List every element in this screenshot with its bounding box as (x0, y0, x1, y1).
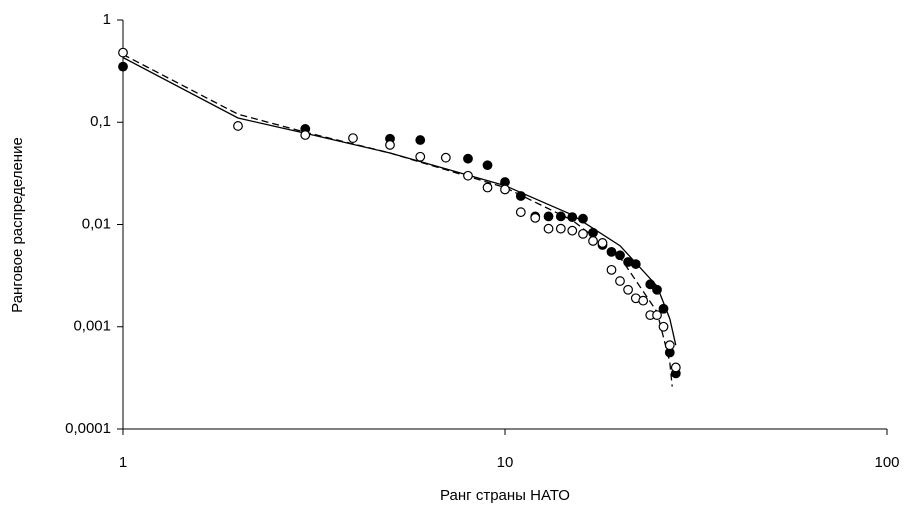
data-point (578, 228, 588, 239)
data-point (482, 160, 493, 171)
data-point (664, 340, 675, 351)
data-point (515, 207, 526, 218)
x-tick-label: 1 (119, 454, 127, 471)
data-point (615, 250, 625, 261)
y-tick-label: 1 (103, 11, 111, 28)
fit-line (122, 53, 673, 387)
data-point (555, 211, 566, 222)
data-point (645, 279, 656, 290)
data-point (588, 227, 598, 238)
data-point (658, 303, 669, 314)
x-axis-title: Ранг страны НАТО (440, 487, 570, 504)
data-point (615, 276, 625, 286)
data-point (597, 238, 608, 248)
data-point (555, 223, 566, 234)
fit-line (122, 56, 677, 346)
y-tick-label: 0,01 (82, 215, 111, 232)
y-axis-title: Ранговое распределение (9, 137, 26, 313)
data-point (567, 212, 578, 223)
data-point (606, 246, 617, 257)
data-point (500, 184, 510, 195)
data-point (300, 130, 311, 140)
data-point (348, 133, 358, 143)
data-point (385, 140, 395, 150)
data-point (463, 153, 473, 164)
data-point (233, 121, 243, 131)
data-point (415, 151, 426, 162)
data-point (606, 264, 617, 275)
data-point (543, 223, 554, 234)
data-point (652, 310, 662, 320)
data-point (530, 213, 541, 223)
data-point (630, 259, 641, 269)
data-point (118, 47, 128, 58)
data-point (118, 61, 128, 72)
data-point (588, 236, 598, 246)
data-point (670, 362, 681, 373)
data-point (415, 135, 426, 145)
y-tick-label: 0,0001 (65, 420, 111, 437)
data-point (515, 191, 526, 201)
data-point (652, 284, 662, 295)
data-point (623, 284, 633, 295)
y-tick-label: 0,1 (90, 113, 111, 130)
data-point (567, 225, 578, 236)
data-point (440, 152, 451, 163)
data-point (463, 170, 473, 181)
data-point (578, 213, 588, 224)
data-point (638, 295, 649, 306)
data-point (658, 321, 669, 332)
y-tick-label: 0,001 (73, 318, 111, 335)
data-point (482, 182, 493, 193)
x-tick-label: 10 (497, 454, 514, 471)
x-tick-label: 100 (874, 454, 899, 471)
data-point (543, 211, 554, 222)
